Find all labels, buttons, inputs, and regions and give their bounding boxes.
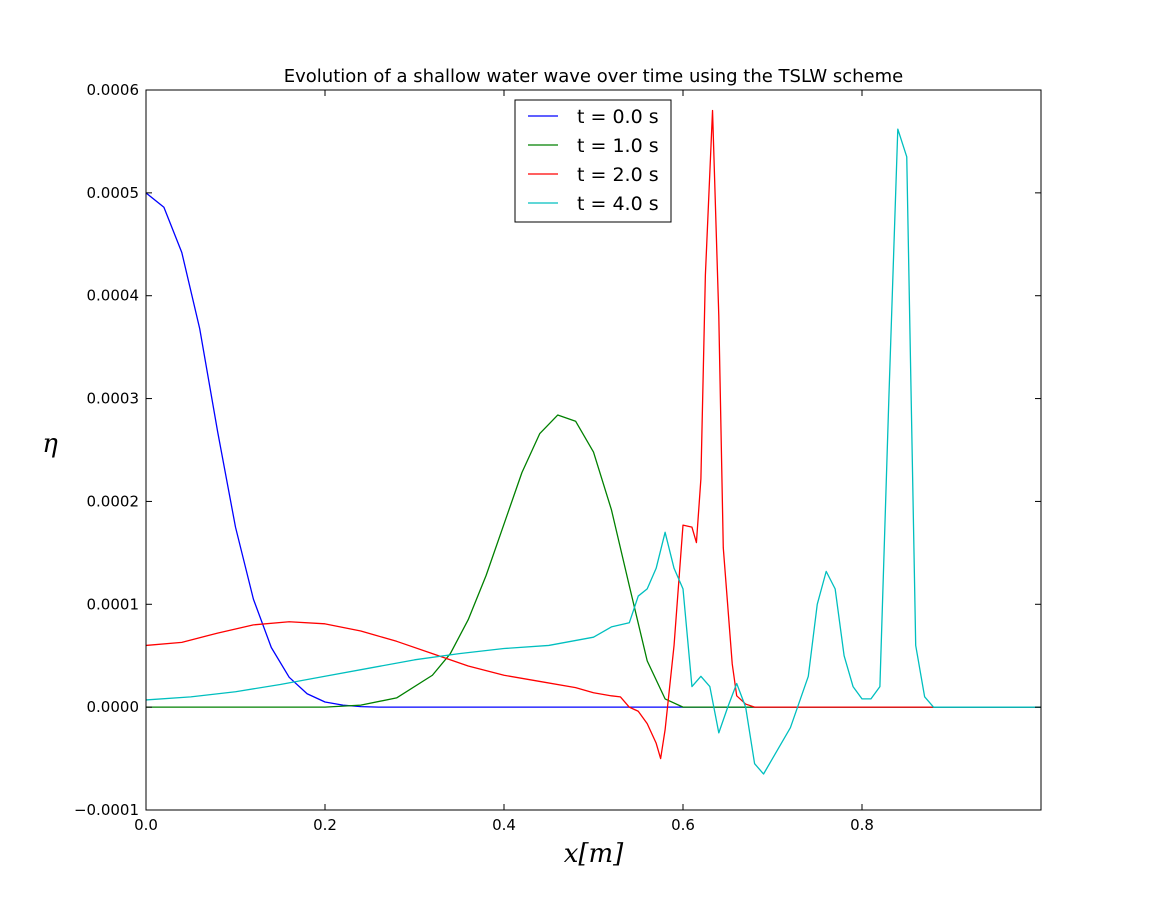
x-tick-label: 0.6	[671, 816, 695, 834]
series-line-4	[146, 128, 1041, 775]
y-tick-label: 0.0005	[87, 184, 140, 202]
x-tick-label: 0.2	[313, 816, 337, 834]
x-tick-label: 0.8	[850, 816, 874, 834]
x-axis-label: x[m]	[564, 839, 624, 869]
y-tick-label: 0.0001	[87, 595, 140, 613]
legend: t = 0.0 s t = 1.0 s t = 2.0 s t = 4.0 s	[514, 99, 672, 223]
legend-label-1: t = 0.0 s	[577, 106, 659, 128]
x-tick-label: 0.0	[134, 816, 158, 834]
y-tick-label: 0.0004	[87, 287, 140, 305]
chart-title: Evolution of a shallow water wave over t…	[284, 66, 904, 87]
y-tick-label: 0.0002	[87, 492, 140, 510]
series-line-1	[146, 192, 1041, 708]
legend-label-2: t = 1.0 s	[577, 135, 659, 157]
axes: 0.0 0.2 0.4 0.6 0.8 −0.0001 0.0000 0.0001 0.0002…	[74, 81, 1042, 834]
legend-label-3: t = 2.0 s	[577, 164, 659, 186]
plot-area	[146, 109, 1041, 775]
x-tick-label: 0.4	[492, 816, 516, 834]
series-line-3	[146, 109, 934, 760]
series-line-2	[146, 414, 1041, 708]
legend-label-4: t = 4.0 s	[577, 193, 659, 215]
axes-frame	[145, 89, 1042, 811]
y-tick-label: 0.0003	[87, 390, 140, 408]
legend-box	[514, 99, 672, 223]
y-tick-label: −0.0001	[74, 801, 139, 819]
y-axis-label: η	[42, 429, 58, 459]
y-tick-label: 0.0000	[87, 698, 140, 716]
y-tick-label: 0.0006	[87, 81, 140, 99]
